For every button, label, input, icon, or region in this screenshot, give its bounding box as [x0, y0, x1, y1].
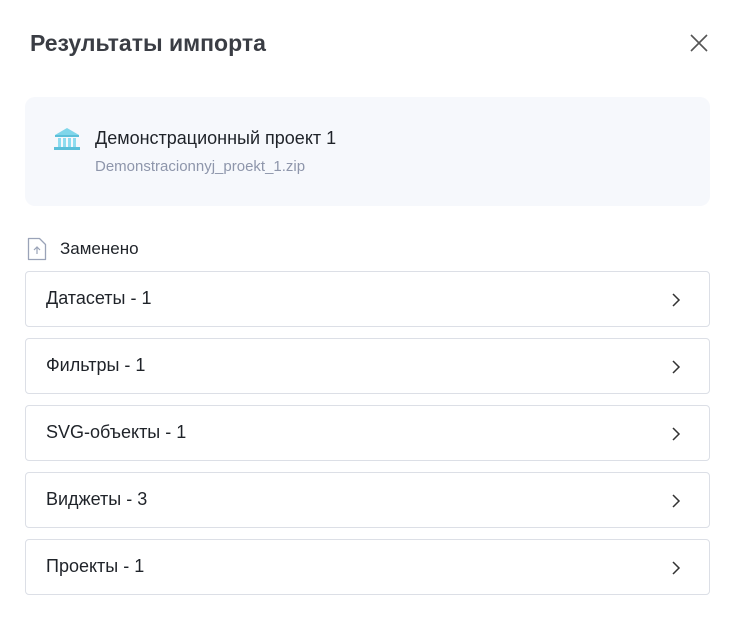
item-projects[interactable]: Проекты - 1 — [25, 539, 710, 595]
chevron-right-icon — [672, 427, 681, 441]
section-replaced: Заменено — [27, 236, 139, 262]
file-name: Demonstracionnyj_proekt_1.zip — [95, 158, 306, 175]
chevron-right-icon — [672, 293, 681, 307]
item-svg-objects[interactable]: SVG-объекты - 1 — [25, 405, 710, 461]
item-label: Виджеты - 3 — [46, 489, 148, 509]
item-widgets[interactable]: Виджеты - 3 — [25, 472, 710, 528]
dialog-title: Результаты импорта — [30, 30, 266, 56]
item-label: SVG-объекты - 1 — [46, 422, 187, 442]
item-label: Проекты - 1 — [46, 556, 145, 576]
item-label: Фильтры - 1 — [46, 355, 146, 375]
chevron-right-icon — [672, 561, 681, 575]
section-label: Заменено — [60, 239, 139, 258]
chevron-right-icon — [672, 360, 681, 374]
chevron-right-icon — [672, 494, 681, 508]
bank-building-icon — [54, 128, 80, 150]
project-name: Демонстрационный проект 1 — [95, 128, 337, 148]
item-datasets[interactable]: Датасеты - 1 — [25, 271, 710, 327]
close-icon[interactable] — [688, 32, 710, 54]
project-card: Демонстрационный проект 1 Demonstracionn… — [25, 97, 710, 206]
item-label: Датасеты - 1 — [46, 288, 152, 308]
item-filters[interactable]: Фильтры - 1 — [25, 338, 710, 394]
file-upload-icon — [27, 237, 47, 261]
